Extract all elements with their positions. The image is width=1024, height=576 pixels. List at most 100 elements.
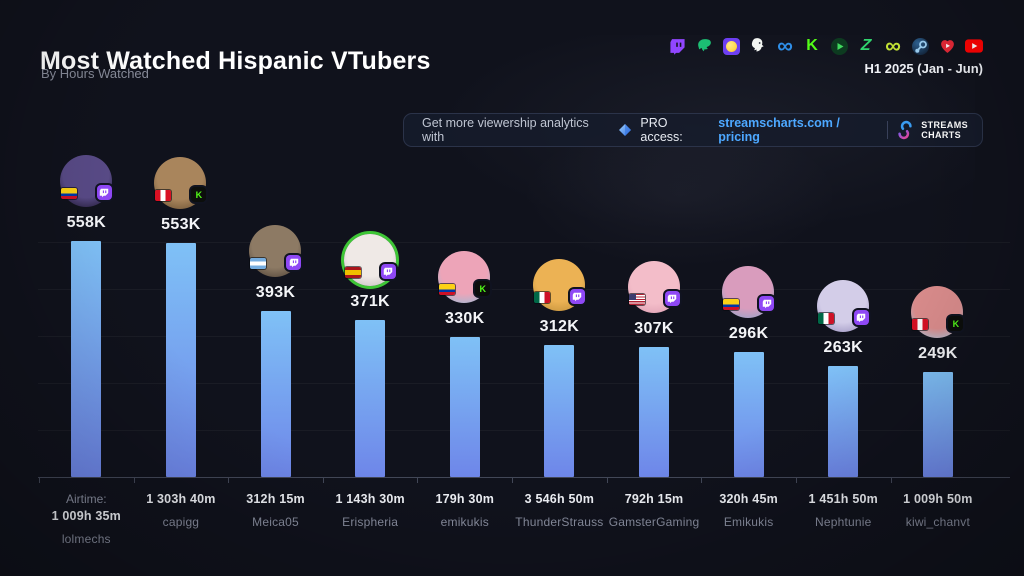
bar <box>544 345 575 477</box>
streamscharts-pricing-link[interactable]: streamscharts.com / pricing <box>718 116 840 144</box>
soop-icon: ∞ <box>777 33 793 58</box>
pro-banner: Get more viewership analytics with PRO a… <box>403 113 983 147</box>
bar <box>260 311 291 477</box>
streamer-avatar <box>627 261 680 313</box>
streamer-avatar <box>249 225 302 277</box>
banner-divider <box>887 121 889 139</box>
bar <box>165 243 196 477</box>
bar-value-label: 553K <box>161 216 201 233</box>
column-labels: 3 546h 50m ThunderStrauss <box>512 492 607 529</box>
streamer-avatar: K <box>438 251 491 303</box>
gridline <box>38 242 1010 243</box>
bar <box>733 352 764 477</box>
gridline <box>38 383 1010 384</box>
axis-tick <box>39 478 40 483</box>
airtime-value: 1 303h 40m <box>146 492 216 506</box>
airtime-value: 3 546h 50m <box>524 492 595 506</box>
steam-icon <box>911 37 929 55</box>
usa-flag-icon <box>628 294 645 305</box>
chart-column: 312K 3 546h 50m ThunderStrauss <box>512 0 607 576</box>
colombia-flag-icon <box>439 284 456 295</box>
bar-value-label: 296K <box>728 325 769 342</box>
axis-tick <box>322 478 324 483</box>
streamer-name: ThunderStrauss <box>515 515 604 529</box>
streamer-name: kiwi_chanvt <box>905 515 970 529</box>
youtube-icon <box>965 37 983 55</box>
chart-column: 307K 792h 15m GamsterGaming <box>607 0 702 576</box>
airtime-value: 1 009h 35m <box>51 509 121 523</box>
column-labels: 792h 15m GamsterGaming <box>607 492 702 529</box>
airtime-value: 1 143h 30m <box>335 492 405 506</box>
brand-line1: STREAMS <box>921 120 968 130</box>
argentina-flag-icon <box>250 258 267 269</box>
chart-column: 296K 320h 45m Emikukis <box>701 0 796 576</box>
bar <box>828 366 859 477</box>
column-labels: 312h 15m Meica05 <box>228 492 323 529</box>
peru-flag-icon <box>155 190 172 201</box>
colombia-flag-icon <box>60 188 77 199</box>
streamer-name: emikukis <box>440 515 489 529</box>
axis-tick <box>701 478 703 483</box>
bar-value-label: 312K <box>539 318 580 335</box>
column-labels: 1 143h 30m Erispheria <box>323 492 418 529</box>
airtime-value: 1 009h 50m <box>903 492 973 506</box>
bar-value-label: 330K <box>445 310 485 327</box>
bar-value-label: 393K <box>255 284 296 301</box>
column-labels: 1 009h 50m kiwi_chanvt <box>890 492 985 529</box>
trovo-icon <box>695 37 713 55</box>
bar-value-label: 263K <box>823 339 863 356</box>
streamer-avatar <box>532 259 585 311</box>
kick-badge-icon: K <box>475 281 491 296</box>
airtime-prefix-label: Airtime: <box>65 492 107 506</box>
streamer-name: Emikukis <box>723 515 774 529</box>
chzzk-icon <box>749 37 767 55</box>
peru-flag-icon <box>912 319 929 330</box>
twitch-badge-icon <box>286 255 302 270</box>
bar-value-label: 249K <box>918 345 958 362</box>
streamer-avatar <box>343 234 396 286</box>
twitch-badge-icon <box>380 264 396 279</box>
column-labels: Airtime: 1 009h 35m lolmechs <box>39 492 134 546</box>
gridline <box>38 430 1010 431</box>
streams-charts-s-icon <box>898 120 912 140</box>
page-subtitle: By Hours Watched <box>41 66 149 81</box>
axis-tick <box>417 478 419 483</box>
twitch-badge-icon <box>569 289 585 304</box>
streamer-name: capigg <box>162 515 200 529</box>
axis-tick <box>133 478 135 483</box>
twitch-badge-icon <box>759 296 775 311</box>
bar-value-label: 307K <box>634 320 674 337</box>
streams-charts-logo: STREAMS CHARTS <box>895 120 968 140</box>
airtime-value: 312h 15m <box>246 492 305 506</box>
airtime-value: 320h 45m <box>719 492 778 506</box>
bar-value-label: 371K <box>350 293 390 310</box>
bar <box>922 372 953 477</box>
kick-badge-icon: K <box>191 187 207 202</box>
bar <box>355 320 386 477</box>
axis-tick <box>890 478 892 483</box>
axis-tick <box>795 478 797 483</box>
axis-tick <box>606 478 608 483</box>
airtime-value: 792h 15m <box>624 492 684 506</box>
chart-column: 263K 1 451h 50m Nephtunie <box>796 0 891 576</box>
column-labels: 1 451h 50m Nephtunie <box>796 492 891 529</box>
platform-icon-row: ∞ K Z ∞ <box>668 33 983 58</box>
kick-icon: K <box>806 37 818 54</box>
bar <box>639 347 670 477</box>
twitch-badge-icon <box>96 185 112 200</box>
streamer-avatar <box>722 266 775 318</box>
noice-icon <box>938 37 956 55</box>
chart-column: 558K Airtime: 1 009h 35m lolmechs <box>39 0 134 576</box>
gridline <box>38 336 1010 337</box>
streamer-avatar <box>816 280 869 332</box>
chart-column: K 553K 1 303h 40m capigg <box>133 0 228 576</box>
streamer-avatar: K <box>154 157 207 209</box>
period-label: H1 2025 (Jan - Jun) <box>864 61 984 76</box>
twitch-badge-icon <box>664 291 680 306</box>
streamer-name: lolmechs <box>61 532 111 546</box>
airtime-value: 1 451h 50m <box>808 492 878 506</box>
streamer-name: Erispheria <box>342 515 399 529</box>
chart-column: 371K 1 143h 30m Erispheria <box>323 0 418 576</box>
streamer-name: Meica05 <box>252 515 299 529</box>
chart-column: K 330K 179h 30m emikukis <box>417 0 512 576</box>
